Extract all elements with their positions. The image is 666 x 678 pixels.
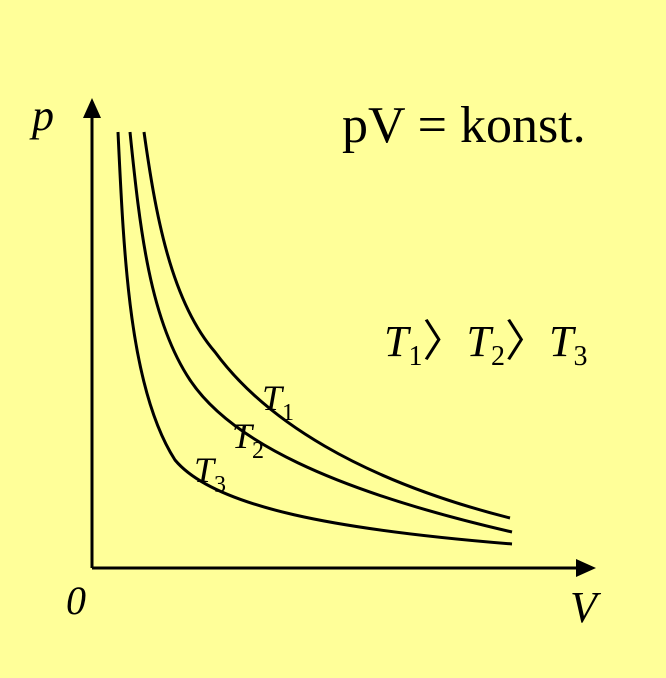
origin-label: 0: [66, 578, 86, 623]
order-t2: T: [466, 317, 494, 366]
p-axis-label: p: [29, 91, 54, 140]
curve-label-t3-name: T: [194, 450, 217, 490]
curve-label-t1: T1: [262, 378, 294, 426]
p-axis-arrowhead: [83, 98, 101, 118]
curve-label-t3: T3: [194, 450, 226, 498]
curve-label-t2-sub: 2: [252, 438, 264, 464]
equation-label: pV = konst.: [342, 97, 586, 154]
curve-label-t1-name: T: [262, 378, 285, 418]
curve-label-t2-name: T: [232, 416, 255, 456]
order-sep-2: 〉: [505, 317, 549, 366]
order-t1-sub: 1: [408, 341, 422, 372]
curve-label-t3-sub: 3: [214, 472, 226, 498]
order-t3-sub: 3: [573, 341, 587, 372]
isotherm-t1: [142, 131, 511, 520]
order-t1: T: [384, 317, 412, 366]
isotherm-t3: [116, 131, 513, 546]
isotherm-t2: [128, 131, 513, 534]
order-sep-1: 〉: [422, 317, 466, 366]
order-t2-sub: 2: [491, 341, 505, 372]
order-t3: T: [549, 317, 577, 366]
v-axis-arrowhead: [576, 559, 596, 577]
curve-label-t1-sub: 1: [282, 400, 294, 426]
curve-label-t2: T2: [232, 416, 264, 464]
v-axis-label: V: [570, 583, 602, 632]
temperature-order: T1〉T2〉T3: [384, 317, 587, 372]
